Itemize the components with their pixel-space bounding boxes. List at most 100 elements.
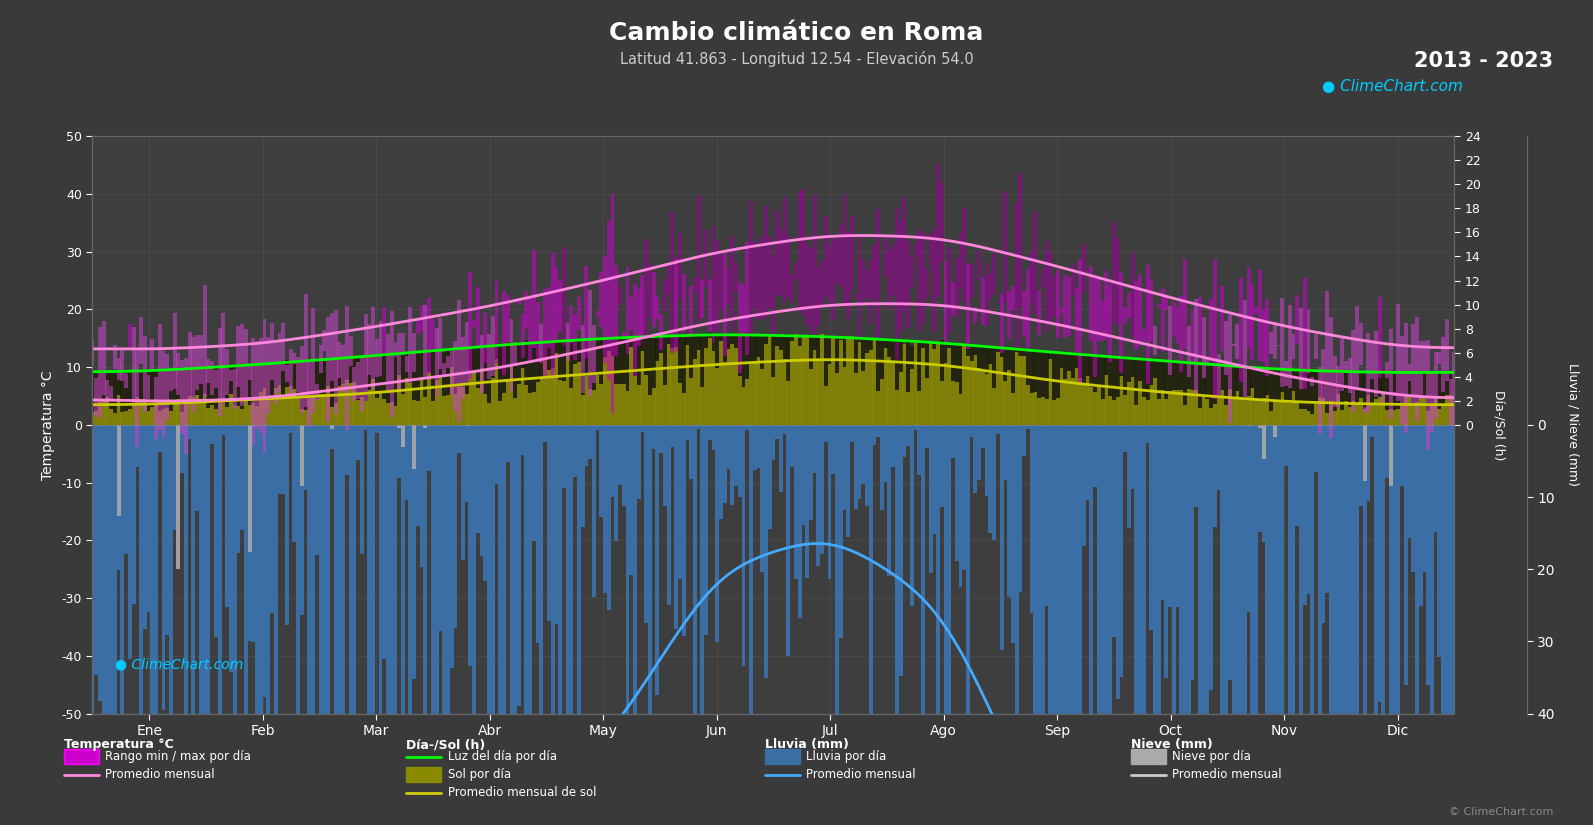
Bar [521,314,524,358]
Bar [760,369,765,425]
Bar [288,361,293,386]
Bar [1153,361,1157,378]
Bar [895,341,898,390]
Bar [468,425,472,666]
Bar [977,251,981,280]
Bar [637,425,640,499]
Bar [618,339,621,384]
Bar [529,425,532,714]
Bar [379,322,382,375]
Bar [1314,425,1317,473]
Bar [446,356,449,368]
Bar [1262,368,1265,398]
Bar [285,425,288,625]
Bar [127,370,132,409]
Bar [1023,356,1026,425]
Bar [879,379,884,425]
Bar [604,256,607,363]
Text: ● ClimeChart.com: ● ClimeChart.com [1322,79,1462,94]
Bar [202,366,207,394]
Bar [397,333,401,389]
Bar [932,341,937,349]
Bar [446,394,449,425]
Bar [1078,425,1082,714]
Bar [479,347,484,368]
Bar [843,367,846,425]
Bar [293,425,296,542]
Bar [271,425,274,614]
Bar [749,200,753,335]
Bar [1187,362,1190,389]
Bar [1168,361,1172,391]
Bar [959,233,962,288]
Bar [1273,425,1276,714]
Bar [535,342,540,382]
Bar [476,287,479,346]
Bar [274,365,277,389]
Bar [277,425,282,494]
Bar [835,373,840,425]
Bar [1195,299,1198,394]
Bar [801,337,806,425]
Bar [1212,404,1217,425]
Bar [1201,317,1206,378]
Bar [352,358,357,382]
Bar [127,324,132,347]
Bar [521,425,524,455]
Bar [865,425,868,506]
Bar [906,425,910,446]
Bar [965,345,970,356]
Bar [513,398,518,425]
Bar [741,387,746,425]
Bar [360,356,363,397]
Bar [1137,276,1142,346]
Bar [288,425,293,433]
Bar [1317,367,1322,434]
Bar [263,318,266,453]
Bar [580,325,585,394]
Bar [984,263,989,326]
Bar [1150,280,1153,342]
Bar [1370,373,1375,404]
Bar [322,394,327,425]
Bar [1317,370,1322,397]
Bar [554,341,558,353]
Bar [338,342,341,378]
Bar [341,357,346,384]
Bar [1344,425,1348,714]
Bar [97,425,102,701]
Bar [419,377,424,425]
Text: Cambio climático en Roma: Cambio climático en Roma [609,21,984,45]
Bar [502,290,507,375]
Bar [1120,425,1123,677]
Bar [274,340,277,403]
Bar [374,339,379,377]
Bar [1303,425,1306,605]
Bar [371,355,374,380]
Bar [884,425,887,483]
Bar [715,368,718,425]
Bar [615,425,618,541]
Bar [730,344,734,425]
Bar [1063,352,1067,379]
Bar [1270,425,1273,714]
Bar [715,240,718,331]
Bar [236,364,241,406]
Bar [1265,425,1270,714]
Bar [734,262,738,291]
Bar [1023,425,1026,456]
Bar [1442,406,1445,425]
Bar [1298,425,1303,714]
Bar [311,397,315,425]
Bar [1384,425,1389,478]
Bar [116,395,121,425]
Bar [820,334,824,425]
Bar [233,425,236,714]
Bar [648,264,652,318]
Bar [390,402,393,425]
Bar [390,311,393,417]
Bar [981,425,984,449]
Bar [876,425,879,437]
Bar [632,425,637,714]
Bar [472,348,476,372]
